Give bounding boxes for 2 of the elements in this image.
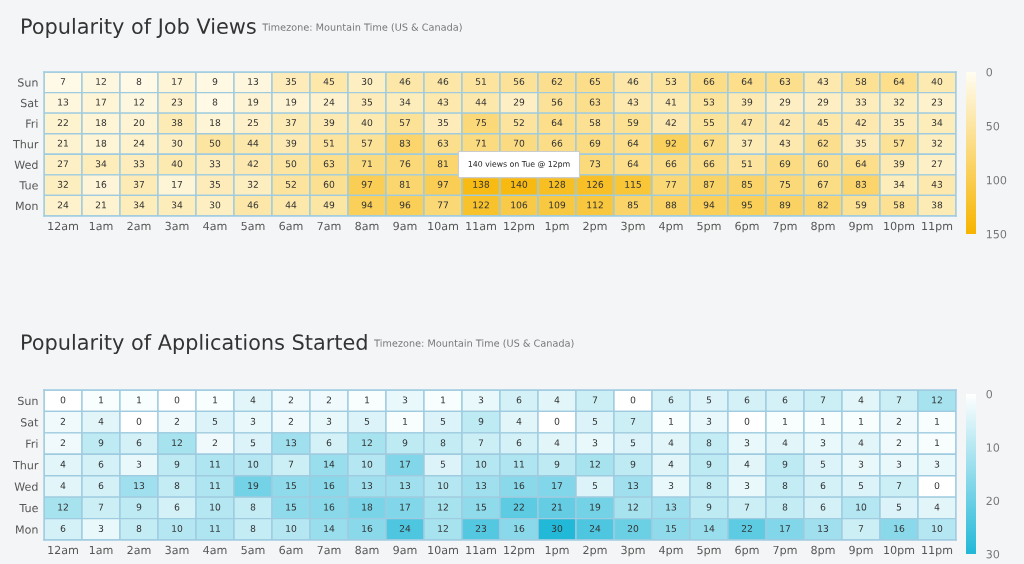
chart-title: Popularity of Applications Started: [22, 333, 367, 355]
chart-title: Popularity of Job Views: [22, 17, 256, 39]
